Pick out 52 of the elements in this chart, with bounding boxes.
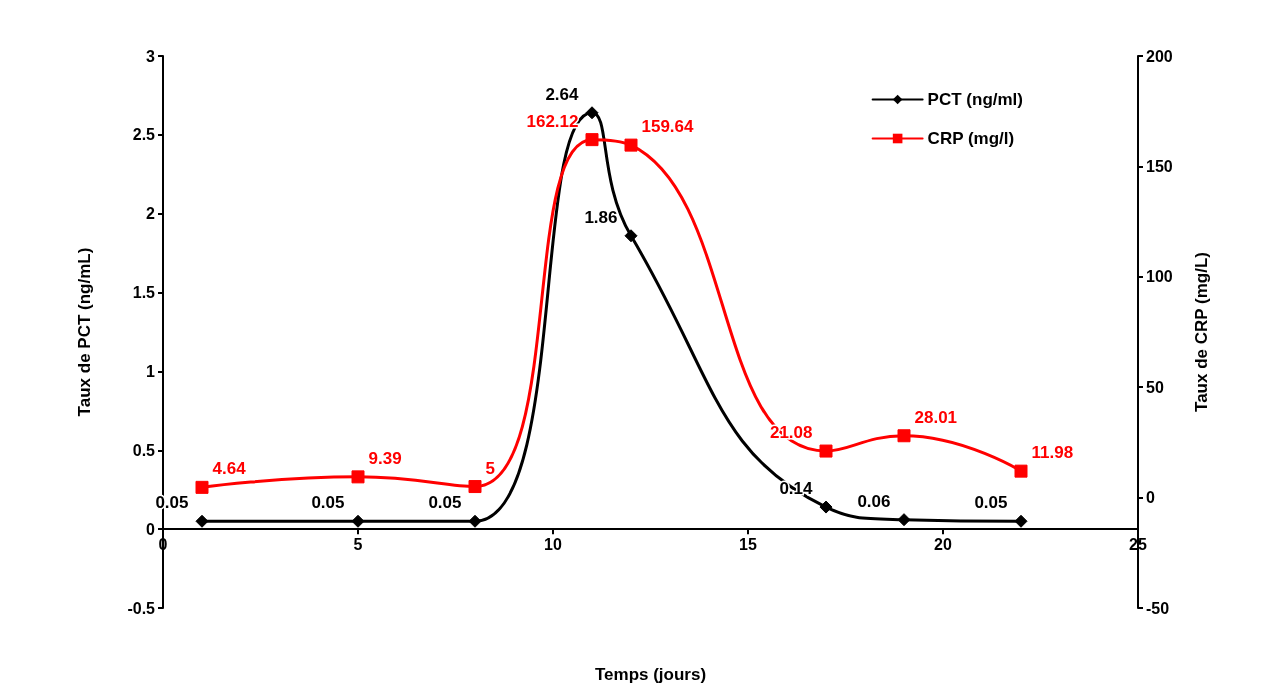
y-tick-label: -0.5 (127, 599, 156, 617)
data-label: 162.12 (526, 111, 579, 131)
point (195, 480, 209, 494)
point (1014, 464, 1028, 478)
y2-tick-label: 150 (1146, 157, 1173, 175)
x-tick-label: 20 (934, 536, 952, 554)
point (819, 444, 833, 458)
y-tick-label: 2.5 (132, 126, 156, 144)
point (897, 429, 911, 443)
legend-label: CRP (mg/l) (927, 129, 1015, 148)
data-label: 2.64 (545, 84, 580, 104)
y-axis-title: Taux de PCT (ng/mL) (75, 247, 94, 417)
data-label: 0.06 (857, 491, 891, 511)
point (585, 106, 599, 120)
data-label: 4.64 (212, 459, 247, 479)
data-label: 0.05 (974, 493, 1008, 513)
y-tick-label: 3 (146, 47, 156, 65)
point (624, 138, 638, 152)
y2-tick-label: 0 (1146, 489, 1155, 507)
data-label: 9.39 (368, 448, 402, 468)
y-tick-label: 2 (146, 205, 156, 223)
y2-tick-label: 50 (1146, 378, 1164, 396)
x-axis-title: Temps (jours) (594, 665, 707, 684)
data-label: 11.98 (1031, 443, 1074, 463)
y-tick-label: 1 (146, 362, 156, 380)
y-tick-label: 0 (146, 520, 156, 538)
point (195, 514, 209, 528)
y-tick-label: 0.5 (132, 441, 156, 459)
data-label: 0.05 (311, 493, 345, 513)
y2-tick-label: 200 (1146, 47, 1173, 65)
point (624, 229, 638, 243)
data-label: 1.86 (584, 207, 618, 227)
y-tick-label: 1.5 (132, 284, 156, 302)
x-tick-label: 5 (353, 536, 363, 554)
legend-label: PCT (ng/ml) (927, 90, 1024, 109)
point (468, 480, 482, 494)
data-label: 159.64 (641, 117, 695, 137)
x-tick-label: 10 (544, 536, 562, 554)
y2-tick-label: 100 (1146, 268, 1173, 286)
point (585, 133, 599, 147)
point (1014, 514, 1028, 528)
y2-tick-label: -50 (1146, 599, 1170, 617)
data-label: 0.05 (428, 493, 462, 513)
point (468, 514, 482, 528)
point (351, 514, 365, 528)
y2-axis-title: Taux de CRP (mg/L) (1192, 252, 1211, 412)
data-label: 5 (485, 458, 495, 478)
point (351, 470, 365, 484)
data-label: 28.01 (914, 407, 958, 427)
point (897, 513, 911, 527)
x-tick-label: 15 (739, 536, 757, 554)
point (819, 500, 833, 514)
